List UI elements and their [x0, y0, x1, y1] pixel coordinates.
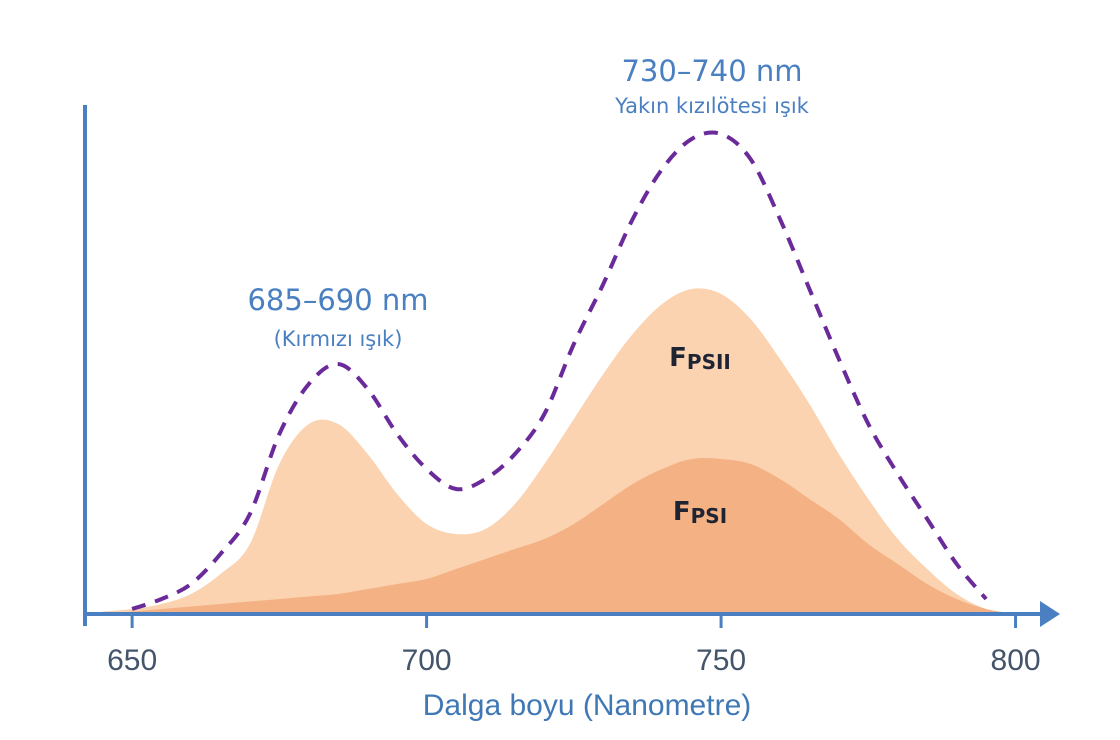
annotation: 685–690 nm [247, 283, 428, 317]
annotation: 730–740 nm [621, 54, 802, 88]
series-label: FPSII [669, 343, 731, 374]
x-tick-label: 750 [696, 644, 746, 677]
x-tick-label: 800 [991, 644, 1041, 677]
x-axis-title: Dalga boyu (Nanometre) [423, 689, 752, 722]
x-tick-label: 700 [402, 644, 452, 677]
area [102, 458, 1016, 614]
dashed-line [131, 130, 988, 611]
annotation-sub: (Kırmızı ışık) [274, 327, 403, 351]
annotation-sub: Yakın kızılötesi ışık [614, 94, 810, 118]
series-label: FPSI [673, 497, 727, 528]
x-axis-arrow [1040, 601, 1060, 627]
x-tick-label: 650 [107, 644, 157, 677]
